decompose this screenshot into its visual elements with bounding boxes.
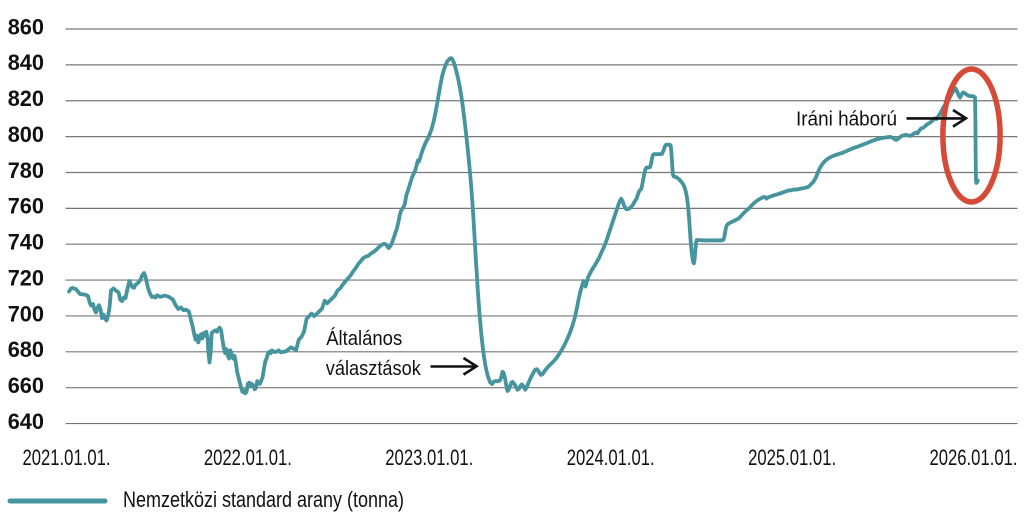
svg-text:2021.01.01.: 2021.01.01.	[23, 445, 111, 470]
svg-text:2022.01.01.: 2022.01.01.	[204, 445, 292, 470]
svg-text:640: 640	[8, 409, 44, 434]
svg-text:választások: választások	[326, 357, 422, 380]
svg-text:2026.01.01.: 2026.01.01.	[930, 445, 1018, 470]
svg-text:680: 680	[8, 337, 44, 362]
svg-text:740: 740	[8, 230, 44, 255]
svg-text:2025.01.01.: 2025.01.01.	[748, 445, 836, 470]
svg-text:700: 700	[8, 301, 44, 326]
svg-text:760: 760	[8, 194, 44, 219]
svg-text:Általános: Általános	[326, 327, 402, 350]
svg-text:800: 800	[8, 122, 44, 147]
svg-text:860: 860	[8, 14, 44, 39]
svg-text:2023.01.01.: 2023.01.01.	[385, 445, 473, 470]
svg-text:840: 840	[8, 50, 44, 75]
svg-text:Iráni háború: Iráni háború	[796, 108, 897, 131]
svg-text:Nemzetközi standard arany (ton: Nemzetközi standard arany (tonna)	[123, 487, 404, 512]
svg-text:2024.01.01.: 2024.01.01.	[567, 445, 655, 470]
svg-text:660: 660	[8, 373, 44, 398]
svg-text:820: 820	[8, 86, 44, 111]
svg-text:780: 780	[8, 158, 44, 183]
svg-text:720: 720	[8, 265, 44, 290]
